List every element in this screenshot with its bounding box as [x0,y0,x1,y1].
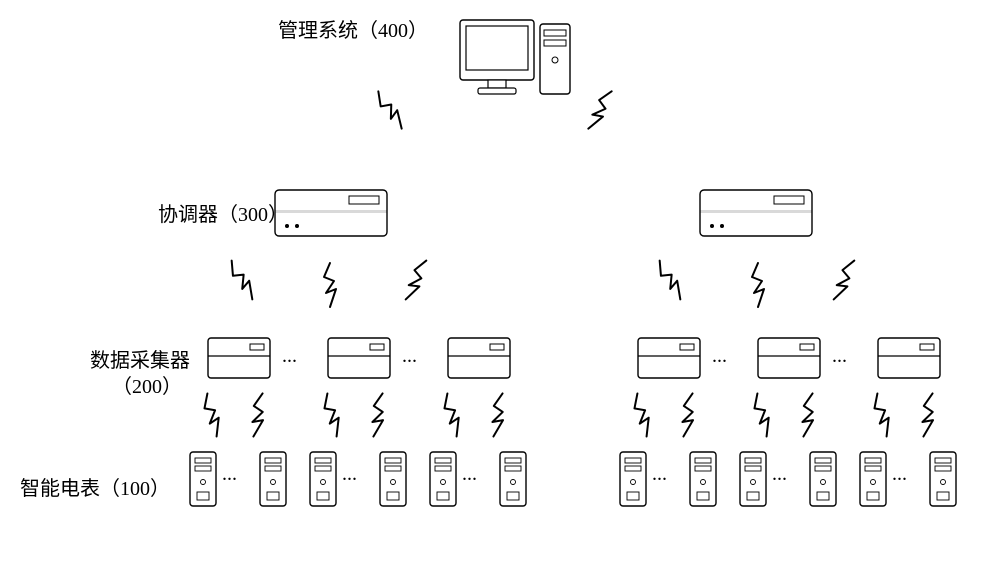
label-meter: 智能电表（100） [20,472,170,501]
meter-1 [260,452,286,506]
meter-9 [810,452,836,506]
ellipsis: ... [892,463,907,485]
wireless-bolt-icon [226,258,257,302]
collector-4 [758,338,820,378]
wireless-bolt-icon [324,263,336,307]
collector-3 [638,338,700,378]
meter-0 [190,452,216,506]
ellipsis: ... [222,463,237,485]
label-mgmt: 管理系统（400） [278,14,428,43]
wireless-bolt-icon [678,392,699,438]
meter-4 [430,452,456,506]
ellipsis: ... [462,463,477,485]
wireless-bolt-icon [202,392,223,438]
wireless-bolt-icon [373,88,406,132]
meter-5 [500,452,526,506]
ellipsis: ... [282,345,297,367]
wireless-bolt-icon [400,258,431,302]
meter-6 [620,452,646,506]
wireless-bolt-icon [248,392,269,438]
coordinator-0 [275,190,387,236]
wireless-bolt-icon [752,392,773,438]
mgmt-pc-icon [460,20,570,94]
wireless-bolt-icon [654,258,685,302]
wireless-bolt-icon [442,392,463,438]
meter-3 [380,452,406,506]
meter-11 [930,452,956,506]
collector-0 [208,338,270,378]
label-coord: 协调器（300） [158,198,288,227]
collector-5 [878,338,940,378]
meter-8 [740,452,766,506]
ellipsis: ... [832,345,847,367]
wireless-bolt-icon [322,392,343,438]
label-collector-1: 数据采集器 [90,344,190,373]
wireless-bolt-icon [828,258,859,302]
collector-2 [448,338,510,378]
wireless-bolt-icon [752,263,764,307]
meter-7 [690,452,716,506]
wireless-bolt-icon [368,392,389,438]
wireless-bolt-icon [488,392,509,438]
ellipsis: ... [402,345,417,367]
label-collector-2: （200） [112,370,182,399]
coordinator-1 [700,190,812,236]
wireless-bolt-icon [872,392,893,438]
ellipsis: ... [652,463,667,485]
meter-10 [860,452,886,506]
ellipsis: ... [712,345,727,367]
wireless-bolt-icon [583,88,616,132]
meter-2 [310,452,336,506]
ellipsis: ... [772,463,787,485]
collector-1 [328,338,390,378]
wireless-bolt-icon [798,392,819,438]
ellipsis: ... [342,463,357,485]
wireless-bolt-icon [918,392,939,438]
wireless-bolt-icon [632,392,653,438]
